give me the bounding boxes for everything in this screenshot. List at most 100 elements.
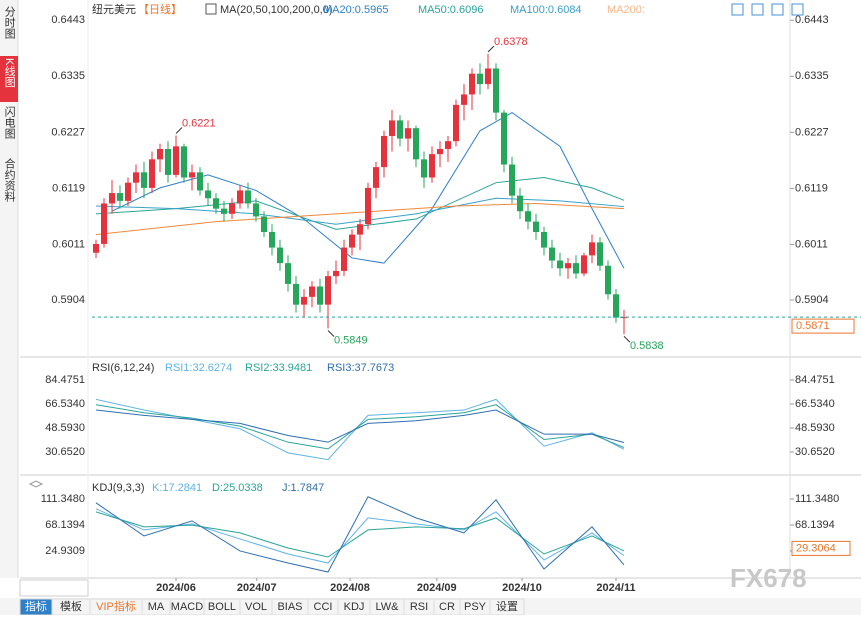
toolbar-icons [205, 3, 804, 16]
candle-body [269, 231, 275, 248]
candle-body [445, 141, 451, 149]
candle-body [157, 148, 163, 160]
candle-body [221, 208, 227, 214]
y-tick-label: 66.5340 [795, 398, 835, 410]
toolbar-tab-label[interactable]: PSY [464, 601, 487, 613]
y-tick-label: 111.3480 [41, 493, 85, 505]
toolbar-tab-label[interactable]: 指标 [25, 599, 47, 613]
icon[interactable] [731, 3, 744, 16]
toolbar-tab-label[interactable]: 设置 [496, 600, 518, 613]
candle-body [189, 172, 195, 178]
candle-body [421, 159, 427, 178]
icon[interactable] [771, 3, 784, 16]
sidebar-tab[interactable]: K线图 [3, 58, 16, 88]
indicator-line [95, 508, 625, 564]
candle-body [589, 242, 595, 256]
sidebar-tab[interactable]: 分时图 [3, 6, 16, 40]
candle-body [165, 148, 171, 175]
indicator-line [95, 202, 625, 236]
y-tick-label: 0.6119 [52, 182, 85, 194]
candle-body [597, 242, 603, 266]
candle-body [333, 270, 339, 277]
kdj-icon [28, 480, 44, 488]
toolbar-tab-label[interactable]: KDJ [344, 601, 365, 613]
marker-leader [175, 127, 183, 134]
candle-body [493, 68, 499, 113]
toolbar-tab-label[interactable]: VOL [245, 601, 267, 613]
candle-body [389, 120, 395, 136]
candle-body [125, 182, 131, 201]
candle-body [261, 216, 267, 232]
sidebar-tab[interactable]: 闪电图 [3, 105, 16, 140]
marker-leader [623, 335, 631, 343]
y-tick-label: 0.6011 [52, 238, 85, 250]
legend-entry: RSI1:32.6274 [165, 362, 232, 374]
toolbar-tab-label[interactable]: VIP指标 [96, 599, 136, 613]
y-tick-label: 24.9309 [45, 545, 85, 557]
sidebar-tab-active [0, 56, 18, 102]
x-tick-label: 2024/09 [417, 582, 457, 594]
toolbar-tab-label[interactable]: 模板 [60, 599, 82, 613]
y-tick-label: 66.5340 [45, 398, 85, 410]
toolbar-tab-label[interactable]: RSI [410, 601, 428, 613]
candle-body [469, 73, 475, 95]
period-selector[interactable] [19, 579, 89, 597]
legend-entry: J:1.7847 [282, 482, 324, 494]
icon[interactable] [205, 3, 217, 15]
candle-body [413, 128, 419, 160]
candle-body [149, 159, 155, 188]
candle-body [349, 234, 355, 248]
candle-body [101, 203, 107, 244]
toolbar-tab-label[interactable]: LW& [375, 601, 399, 613]
y-tick-label: 0.6227 [51, 126, 85, 138]
candle-body [229, 203, 235, 214]
candle-body [429, 154, 435, 178]
icon[interactable] [791, 3, 804, 16]
candle-body [509, 164, 515, 196]
x-tick-label: 2024/06 [156, 582, 196, 594]
toolbar-tab-label[interactable]: MA [148, 601, 165, 613]
candle-body [565, 263, 571, 269]
candle-body [605, 265, 611, 295]
legend-entry: MA50:0.6096 [418, 4, 483, 16]
icon[interactable] [751, 3, 764, 16]
y-tick-label: 84.4751 [795, 374, 835, 386]
indicator-line [95, 496, 625, 573]
y-tick-label: 30.6520 [45, 446, 85, 458]
candle-body [477, 73, 483, 85]
y-tick-label: 84.4751 [45, 374, 85, 386]
candle-body [525, 211, 531, 222]
candle-body [461, 94, 467, 105]
high-low-label: 0.5849 [334, 334, 368, 346]
toolbar-tab-label[interactable]: MACD [171, 601, 203, 613]
y-tick-label: 68.1394 [45, 519, 85, 531]
candle-body [301, 296, 307, 305]
toolbar-tab-label[interactable]: CR [439, 601, 455, 613]
current-price-label: 0.5871 [796, 320, 830, 332]
x-tick-label: 2024/10 [502, 582, 542, 594]
legend-entry: MA20:0.5965 [323, 4, 388, 16]
legend-entry: RSI3:37.7673 [327, 362, 394, 374]
toolbar-tab-label[interactable]: BOLL [208, 601, 236, 613]
candle-body [213, 198, 219, 209]
current-price-box [791, 318, 855, 334]
period: 【日线】 [138, 2, 182, 16]
toolbar-tab-label[interactable]: BIAS [277, 601, 302, 613]
candle-body [285, 263, 291, 284]
candle-body [365, 187, 371, 225]
toolbar-tab-label[interactable]: CCI [314, 601, 333, 613]
candle-body [581, 255, 587, 274]
symbol: 纽元美元 [92, 2, 136, 16]
candle-body [181, 146, 187, 178]
marker-leader [327, 330, 335, 337]
candle-body [453, 104, 459, 142]
current-value-label: 29.3064 [796, 542, 836, 554]
candle-body [501, 112, 507, 165]
sidebar-tab[interactable]: 合约资料 [3, 157, 16, 203]
candle-body [541, 231, 547, 248]
y-tick-label: 68.1394 [795, 519, 835, 531]
indicator-line [95, 409, 625, 443]
candle-body [205, 190, 211, 199]
toolbar-tab-active [20, 599, 52, 615]
